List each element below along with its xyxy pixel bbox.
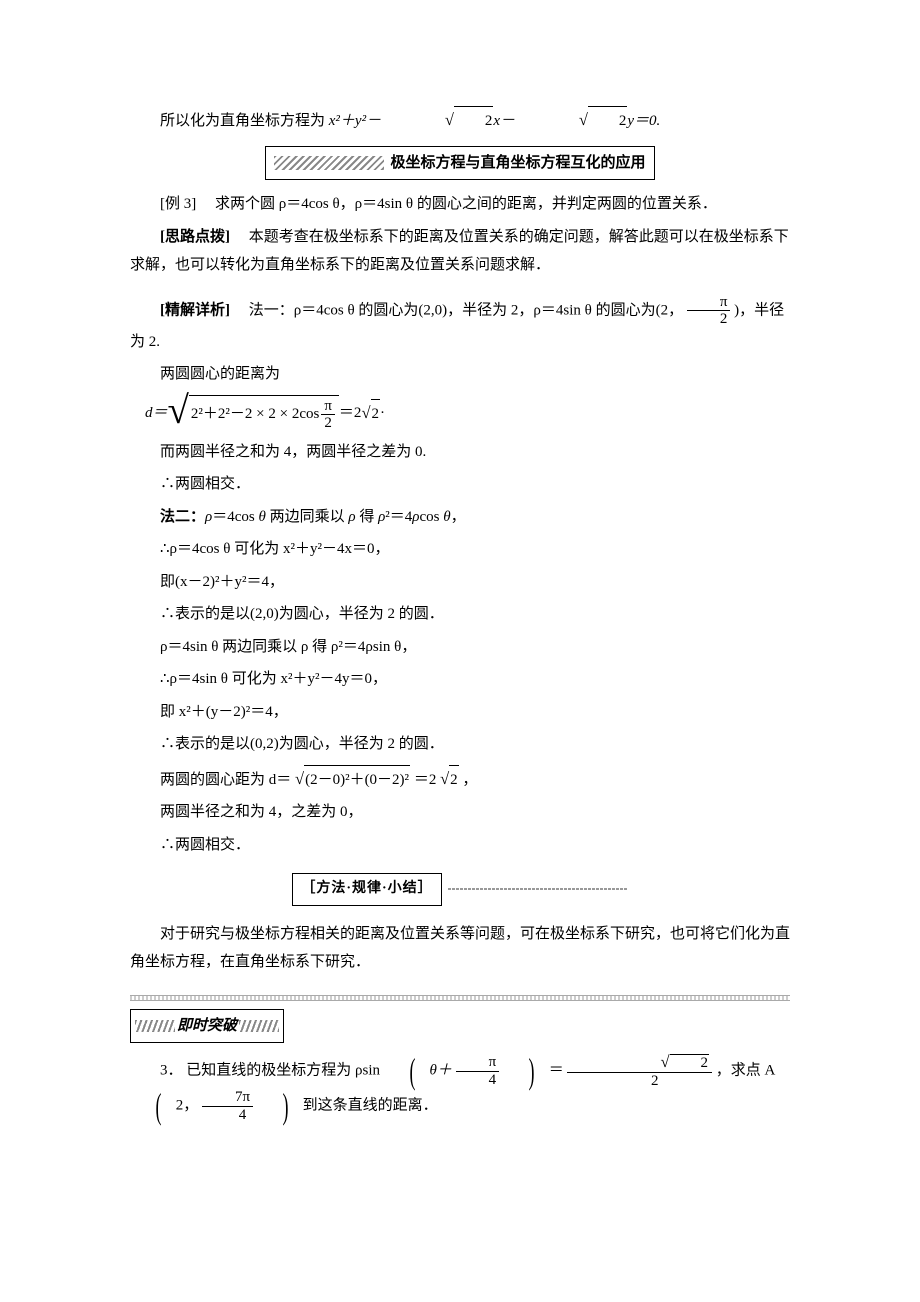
d-rhs-pre: ＝2 — [339, 399, 362, 428]
dist2-mid: ＝2 — [414, 772, 437, 788]
q3-pre: 已知直线的极坐标方程为 ρsin — [186, 1063, 380, 1079]
lparen-icon: ( — [394, 1057, 415, 1086]
section-banner-3: 极坐标方程与直角坐标方程互化的应用 — [130, 146, 790, 181]
sqrt-2y: √2 — [519, 104, 628, 136]
d-bigsqrt: √ 2²＋2²－2 × 2 × 2cos π 2 — [168, 395, 339, 432]
f2-l3: 即(x－2)²＋y²＝4， — [160, 568, 790, 597]
method-title: ［方法·规律·小结］ — [292, 873, 441, 906]
example3-line: [例 3] 求两个圆 ρ＝4cos θ，ρ＝4sin θ 的圆心之间的距离，并判… — [130, 190, 790, 219]
dist2-sqrt: √(2－0)²＋(0－2)² — [295, 763, 410, 795]
method-line-deco — [448, 888, 628, 890]
q3-suffix: 到这条直线的距离． — [303, 1098, 438, 1114]
banner-label: 极坐标方程与直角坐标方程互化的应用 — [390, 149, 645, 178]
d-lhs: d＝ — [145, 399, 168, 428]
q3-num: 3． — [160, 1063, 183, 1079]
top-suffix: y＝0. — [627, 113, 660, 129]
banner-hatch — [274, 156, 384, 170]
jishi-banner: 即时突破 — [130, 1009, 790, 1044]
jingjie-label: [精解详析] — [160, 302, 230, 318]
f2-l5: ρ＝4sin θ 两边同乘以 ρ 得 ρ²＝4ρsin θ， — [160, 633, 790, 662]
d-inside-pre: 2²＋2²－2 × 2 × 2cos — [191, 400, 319, 429]
f2-l4: ∴表示的是以(2,0)为圆心，半径为 2 的圆． — [160, 600, 790, 629]
q3-A-first: 2， — [176, 1098, 199, 1114]
line-sum: 而两圆半径之和为 4，两圆半径之差为 0. — [160, 438, 790, 467]
q3-line: 3． 已知直线的极坐标方程为 ρsin ( θ＋ π 4 ) ＝ √2 2 ，求… — [130, 1053, 790, 1123]
dist2-post: ， — [462, 772, 477, 788]
f1-frac: π 2 — [687, 294, 731, 328]
dist2-line: 两圆的圆心距为 d＝ √(2－0)²＋(0－2)² ＝2 √2 ， — [160, 763, 790, 795]
banner-box: 极坐标方程与直角坐标方程互化的应用 — [265, 146, 654, 181]
q3-arg-frac: π 4 — [456, 1054, 500, 1088]
rparen-icon: ) — [513, 1057, 534, 1086]
jishi-hatch-left — [135, 1020, 175, 1032]
top-equation-line: 所以化为直角坐标方程为 x²＋y²－ √2 x－ √2 y＝0. — [130, 104, 790, 136]
f2-l1: 法二：ρ＝4cos θ 两边同乘以 ρ 得 ρ²＝4ρcos θ， — [160, 503, 790, 532]
line-conclude2: ∴两圆相交． — [160, 831, 790, 860]
d-rhs-post: · — [380, 399, 385, 428]
top-mid: x－ — [493, 113, 515, 129]
dist2-sqrt2: √2 — [440, 763, 459, 795]
practice-divider — [130, 995, 790, 1001]
top-lhs: x²＋y²－ — [329, 113, 381, 129]
line-conclude1: ∴两圆相交． — [160, 470, 790, 499]
silu-para: [思路点拨] 本题考查在极坐标系下的距离及位置关系的确定问题，解答此题可以在极坐… — [130, 223, 790, 280]
example3-text: 求两个圆 ρ＝4cos θ，ρ＝4sin θ 的圆心之间的距离，并判定两圆的位置… — [200, 196, 717, 212]
f1-prefix: 法一：ρ＝4cos θ 的圆心为(2,0)，半径为 2，ρ＝4sin θ 的圆心… — [234, 302, 683, 318]
silu-label: [思路点拨] — [160, 229, 230, 245]
example3-label: [例 3] — [160, 196, 196, 212]
dist-intro: 两圆圆心的距离为 — [160, 360, 790, 389]
q3-A-frac: 7π 4 — [202, 1089, 253, 1123]
lparen2-icon: ( — [141, 1092, 162, 1121]
d-inside-frac: π 2 — [321, 398, 335, 432]
jishi-label: 即时突破 — [177, 1012, 237, 1041]
f2-l2: ∴ρ＝4cos θ 可化为 x²＋y²－4x＝0， — [160, 535, 790, 564]
dist2-pre: 两圆的圆心距为 d＝ — [160, 772, 291, 788]
method-banner: ［方法·规律·小结］ — [130, 873, 790, 906]
q3-arg-pre: θ＋ — [430, 1063, 452, 1079]
q3-mid: ，求点 A — [716, 1063, 775, 1079]
jishi-hatch-right — [239, 1020, 279, 1032]
d-equation: d＝ √ 2²＋2²－2 × 2 × 2cos π 2 ＝2 √2 · — [145, 395, 790, 432]
rparen2-icon: ) — [267, 1092, 288, 1121]
f2-l8: ∴表示的是以(0,2)为圆心，半径为 2 的圆． — [160, 730, 790, 759]
q3-rhs-frac: √2 2 — [567, 1053, 712, 1089]
q3-eq: ＝ — [549, 1063, 564, 1079]
d-rhs-sqrt: √2 — [361, 397, 380, 429]
sqrt-2x: √2 — [385, 104, 494, 136]
line-sum2: 两圆半径之和为 4，之差为 0， — [160, 798, 790, 827]
jingjie-f1: [精解详析] 法一：ρ＝4cos θ 的圆心为(2,0)，半径为 2，ρ＝4si… — [130, 294, 790, 357]
f2-l7: 即 x²＋(y－2)²＝4， — [160, 698, 790, 727]
method-body: 对于研究与极坐标方程相关的距离及位置关系等问题，可在极坐标系下研究，也可将它们化… — [130, 920, 790, 977]
top-prefix: 所以化为直角坐标方程为 — [160, 113, 329, 129]
f2-l6: ∴ρ＝4sin θ 可化为 x²＋y²－4y＝0， — [160, 665, 790, 694]
